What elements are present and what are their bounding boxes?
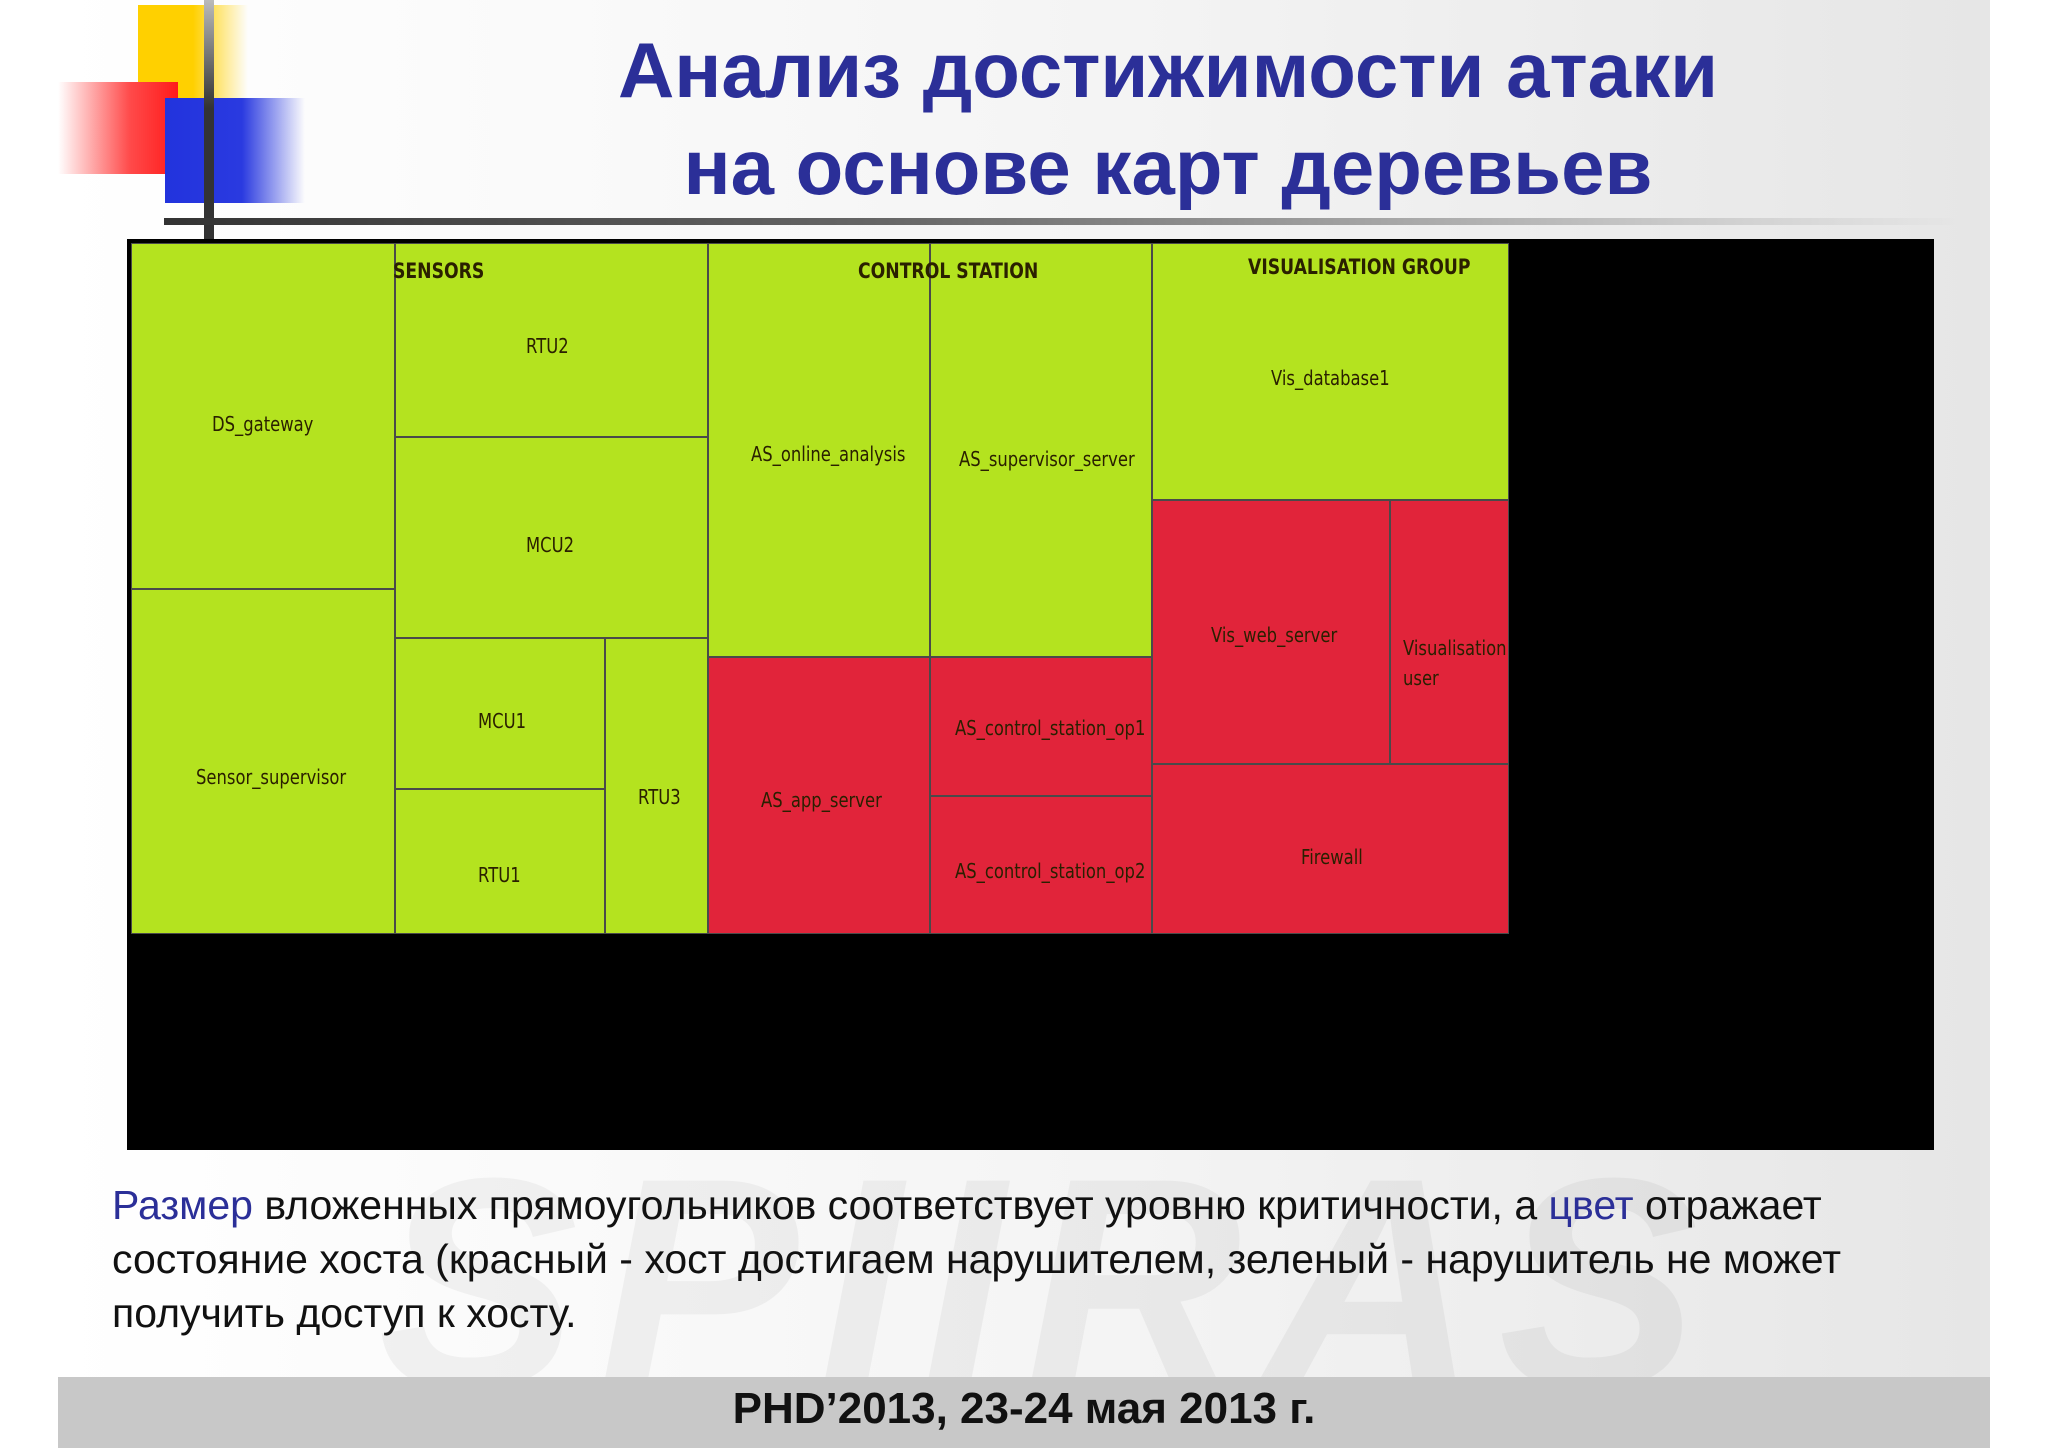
- treemap-cell-as-control-station-op1: AS_control_station_op1: [930, 657, 1152, 796]
- title-line-2: на основе карт деревьев: [683, 123, 1653, 211]
- treemap-group-label: SENSORS: [393, 259, 485, 283]
- treemap-cell-visualisation-user: Visualisation user: [1390, 500, 1509, 764]
- treemap-cell-label: Vis_database1: [1271, 366, 1390, 390]
- footer-text: PHD’2013, 23-24 мая 2013 г.: [732, 1384, 1316, 1433]
- treemap-chart: DS_gateway Sensor_supervisor RTU2 MCU2 MCU1 R…: [127, 239, 1934, 1150]
- caption-word-color: цвет: [1548, 1182, 1634, 1228]
- treemap-group-label: CONTROL STATION: [858, 259, 1039, 283]
- treemap-cell-firewall: Firewall: [1152, 764, 1509, 934]
- treemap-cell-as-control-station-op2: AS_control_station_op2: [930, 796, 1152, 934]
- caption-text-2: отражает состояние хоста (красный - хост…: [112, 1182, 1841, 1336]
- caption: Размер вложенных прямоугольников соответ…: [112, 1178, 1912, 1340]
- title-underline: [164, 218, 1964, 225]
- slide-title: Анализ достижимости атаки на основе карт…: [358, 22, 1978, 216]
- treemap-cell-label: Sensor_supervisor: [196, 765, 347, 789]
- logo-blue-square: [165, 98, 305, 203]
- treemap-cell-label: AS_supervisor_server: [959, 447, 1135, 471]
- treemap-cell-rtu2: RTU2: [395, 243, 708, 437]
- treemap-cell-vis-database1: Vis_database1: [1152, 243, 1509, 500]
- treemap-cell-label: AS_online_analysis: [751, 442, 906, 466]
- treemap-group-label: VISUALISATION GROUP: [1248, 255, 1471, 279]
- treemap-cell-label: MCU2: [526, 533, 575, 557]
- caption-word-size: Размер: [112, 1182, 253, 1228]
- treemap-cell-label: AS_control_station_op1: [955, 716, 1146, 740]
- treemap-cell-rtu1: RTU1: [395, 789, 605, 934]
- treemap-cell-label: MCU1: [478, 709, 527, 733]
- treemap-cell-sensor-supervisor: Sensor_supervisor: [131, 589, 395, 934]
- title-line-1: Анализ достижимости атаки: [617, 26, 1719, 114]
- treemap-cell-mcu2: MCU2: [395, 437, 708, 638]
- treemap-cell-label: AS_app_server: [761, 788, 882, 812]
- treemap-cell-vis-web-server: Vis_web_server: [1152, 500, 1390, 764]
- logo-vertical-line: [204, 0, 214, 240]
- treemap-cell-label: RTU1: [478, 863, 521, 887]
- treemap-cell-as-app-server: AS_app_server: [708, 657, 930, 934]
- treemap-cell-mcu1: MCU1: [395, 638, 605, 789]
- treemap-cell-label: RTU3: [638, 785, 681, 809]
- treemap-cell-ds-gateway: DS_gateway: [131, 243, 395, 589]
- logo-red-square: [58, 82, 178, 174]
- treemap-cell-rtu3: RTU3: [605, 638, 708, 934]
- logo: [58, 0, 318, 240]
- treemap-cell-label: RTU2: [526, 334, 569, 358]
- footer-bar: [58, 1377, 1990, 1448]
- treemap-cell-label: Firewall: [1301, 845, 1363, 869]
- treemap-cell-label: AS_control_station_op2: [955, 859, 1146, 883]
- treemap-cell-as-supervisor-server: AS_supervisor_server: [930, 243, 1152, 657]
- caption-text-1: вложенных прямоугольников соответствует …: [252, 1182, 1549, 1228]
- treemap-cell-label: DS_gateway: [212, 412, 314, 436]
- treemap-cell-label: Vis_web_server: [1211, 623, 1338, 647]
- treemap-cell-label: Visualisation user: [1403, 636, 1507, 690]
- treemap-cell-as-online-analysis: AS_online_analysis: [708, 243, 930, 657]
